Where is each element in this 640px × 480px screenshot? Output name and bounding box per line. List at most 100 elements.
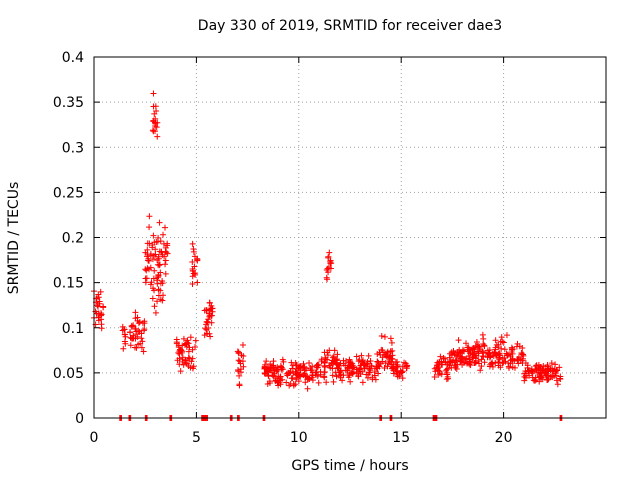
data-point: [145, 257, 152, 264]
data-point: [262, 371, 269, 378]
data-point: [480, 335, 487, 342]
data-point: [151, 267, 158, 274]
y-tick-label: 0.05: [53, 366, 84, 382]
data-point: [330, 378, 337, 385]
data-point: [164, 250, 171, 257]
data-point: [502, 358, 509, 365]
data-point: [179, 342, 186, 349]
data-point: [344, 372, 351, 379]
data-point: [435, 367, 442, 374]
data-point: [548, 360, 555, 367]
data-point: [156, 261, 163, 268]
data-point: [536, 374, 543, 381]
data-point: [403, 364, 410, 371]
data-point: [330, 353, 337, 360]
y-tick-label: 0.15: [53, 276, 84, 292]
data-point: [496, 352, 503, 359]
data-point: [155, 292, 162, 299]
data-point: [314, 361, 321, 368]
data-point: [283, 379, 290, 386]
data-point: [184, 337, 191, 344]
data-point: [452, 350, 459, 357]
data-point: [279, 356, 286, 363]
data-point: [325, 254, 332, 261]
data-point: [491, 349, 498, 356]
data-point: [337, 360, 344, 367]
data-point: [190, 246, 197, 253]
data-point: [390, 365, 397, 372]
data-point: [183, 343, 190, 350]
data-point: [151, 252, 158, 259]
data-point: [144, 240, 151, 247]
data-point: [461, 359, 468, 366]
data-point: [265, 373, 272, 380]
data-point: [98, 311, 105, 318]
data-point: [524, 364, 531, 371]
data-point: [440, 354, 447, 361]
data-point: [164, 240, 171, 247]
data-point: [277, 373, 284, 380]
data-point: [387, 335, 394, 342]
data-point: [208, 312, 215, 319]
y-tick-label: 0.4: [62, 50, 84, 66]
data-point: [556, 364, 563, 371]
data-point: [492, 337, 499, 344]
data-point: [94, 302, 101, 309]
data-point: [173, 336, 180, 343]
data-point: [478, 356, 485, 363]
data-point: [479, 348, 486, 355]
x-axis-label: GPS time / hours: [291, 458, 408, 474]
data-point: [289, 375, 296, 382]
data-point: [533, 362, 540, 369]
data-point: [296, 363, 303, 370]
data-point: [381, 365, 388, 372]
data-point: [385, 354, 392, 361]
data-point: [327, 258, 334, 265]
data-point: [142, 279, 149, 286]
chart-title: Day 330 of 2019, SRMTID for receiver dae…: [198, 18, 502, 34]
data-point: [151, 303, 158, 310]
data-point: [481, 342, 488, 349]
data-point: [306, 360, 313, 367]
data-point: [329, 365, 336, 372]
data-point: [451, 362, 458, 369]
data-point: [121, 331, 128, 338]
data-point: [458, 355, 465, 362]
data-point: [150, 275, 157, 282]
data-point: [177, 346, 184, 353]
data-point: [331, 347, 338, 354]
data-point: [302, 379, 309, 386]
data-point: [522, 368, 529, 375]
data-point: [152, 103, 159, 110]
data-point: [390, 370, 397, 377]
data-point: [390, 361, 397, 368]
data-point: [100, 303, 107, 310]
data-point: [287, 380, 294, 387]
data-point: [150, 90, 157, 97]
data-point: [330, 360, 337, 367]
data-point: [329, 372, 336, 379]
data-point: [553, 377, 560, 384]
data-point: [492, 344, 499, 351]
data-point: [554, 367, 561, 374]
data-point: [354, 366, 361, 373]
data-point: [240, 363, 247, 370]
data-point: [150, 232, 157, 239]
data-point: [473, 338, 480, 345]
data-point: [350, 368, 357, 375]
data-point: [465, 346, 472, 353]
data-point: [132, 309, 139, 316]
data-point: [443, 369, 450, 376]
data-point: [324, 352, 331, 359]
data-point: [134, 314, 141, 321]
data-point: [192, 344, 199, 351]
data-point: [267, 361, 274, 368]
data-point: [541, 368, 548, 375]
data-point: [287, 368, 294, 375]
data-point: [363, 360, 370, 367]
data-point: [364, 374, 371, 381]
data-point: [189, 259, 196, 266]
data-point: [263, 358, 270, 365]
data-point: [534, 364, 541, 371]
data-point: [308, 366, 315, 373]
